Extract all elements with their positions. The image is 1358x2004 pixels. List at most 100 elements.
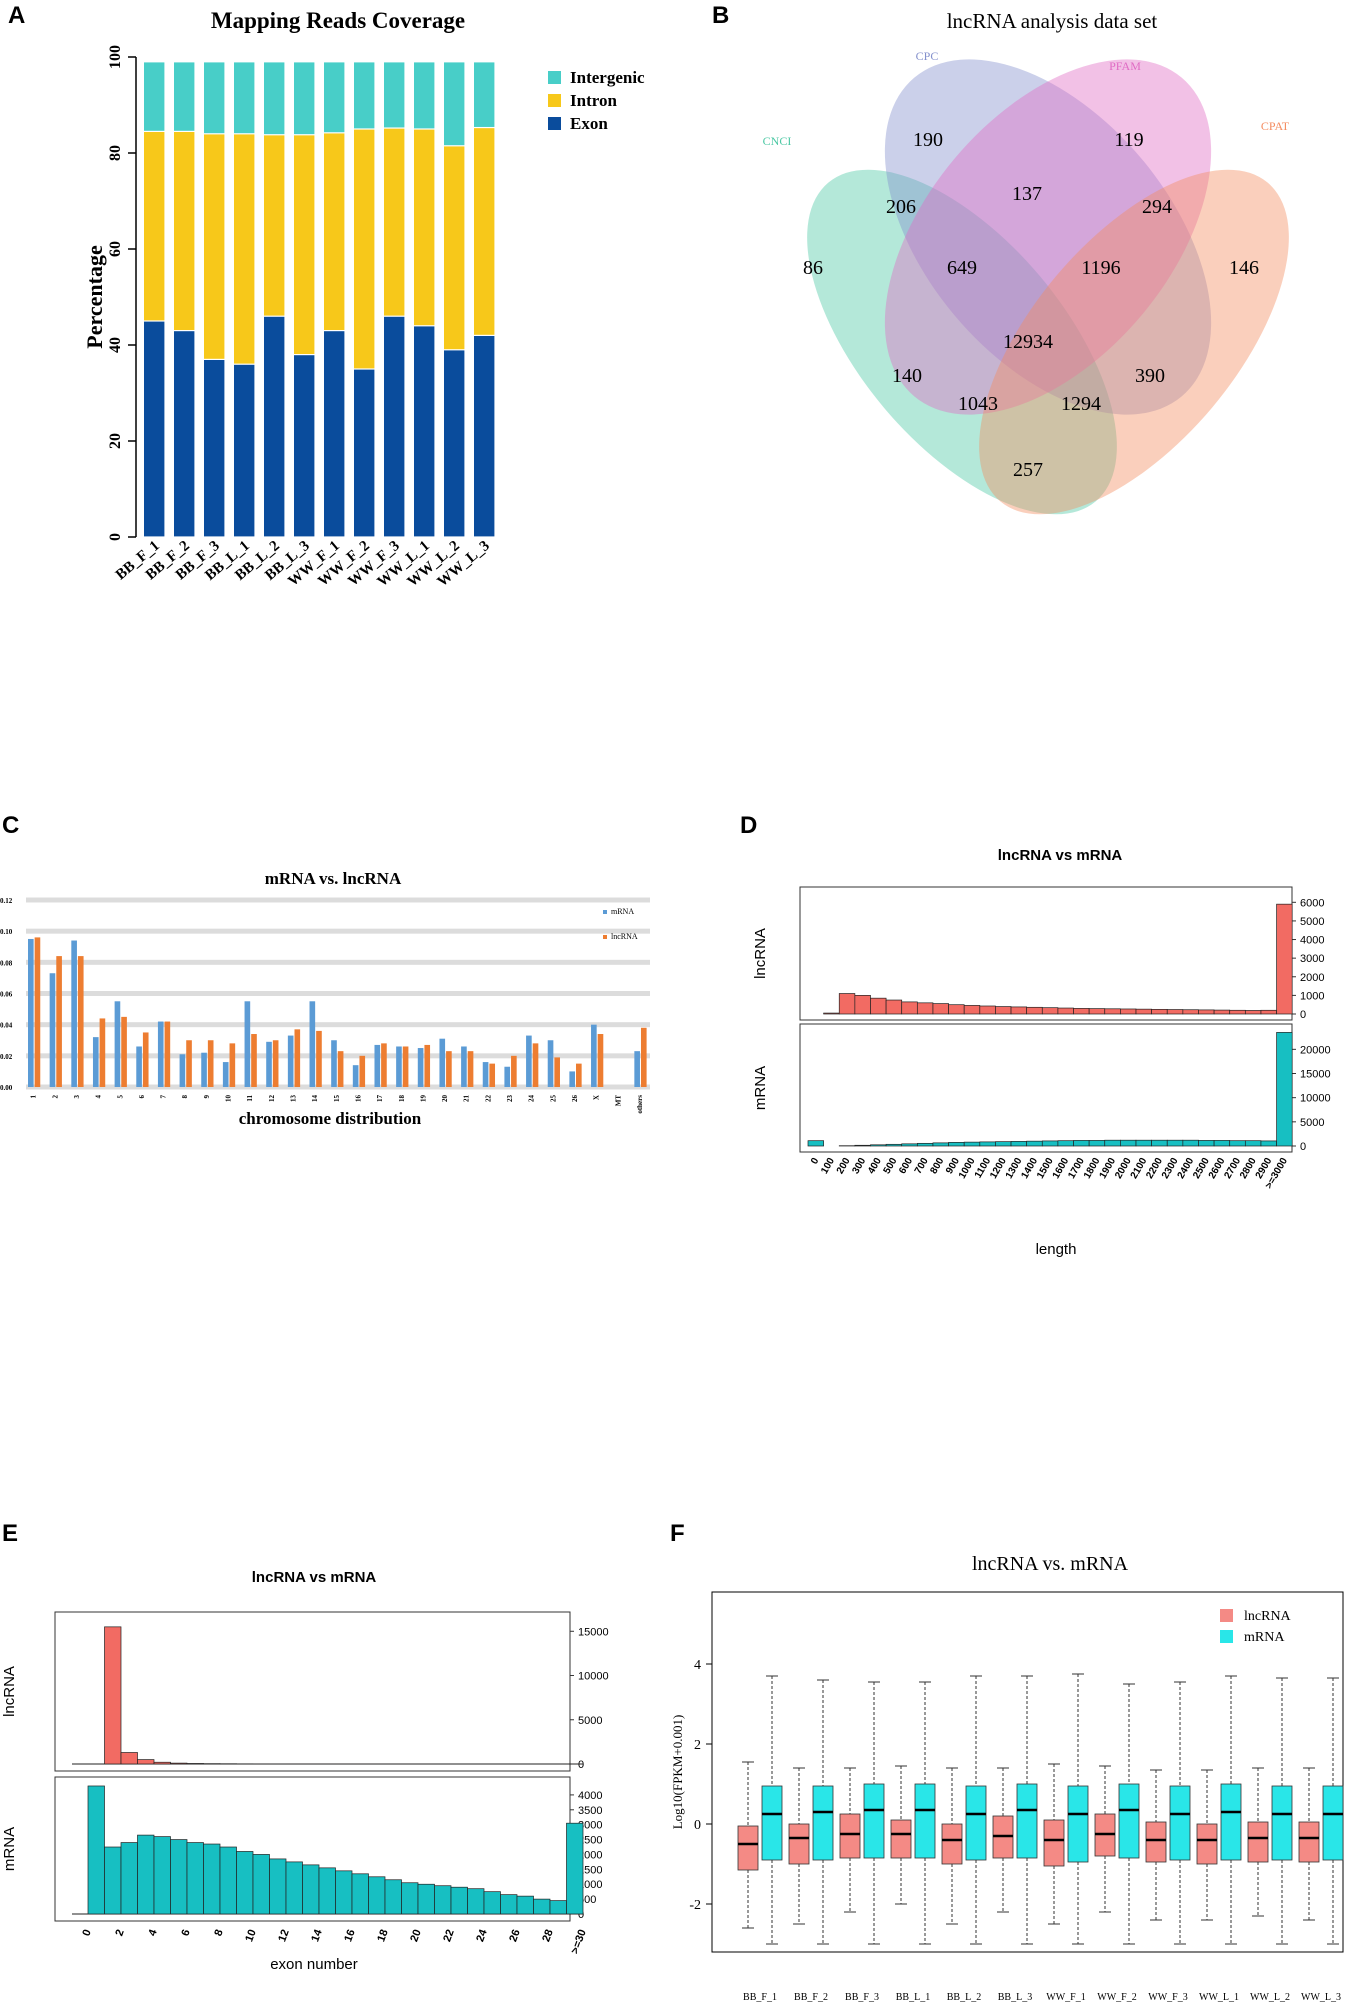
chart-c-gridline [26,1022,650,1028]
chart-e-xtick-label: 12 [276,1928,291,1944]
chart-c-xtick-label: 10 [225,1095,233,1103]
chart-f-ytick-label: -2 [689,1898,701,1913]
chart-d-ytick-label: 1000 [1300,990,1324,1002]
chart-e-ytick-label: 1000 [578,1879,602,1891]
chart-b-region-count: 146 [1229,257,1259,279]
chart-a-bar-intergenic [324,62,345,133]
chart-c-bar-lncrna [294,1029,301,1087]
chart-d-bar-lncrna [823,1012,840,1015]
chart-b-region-count: 257 [1013,459,1043,481]
chart-e-ytick-label: 1500 [578,1864,602,1876]
chart-f-xtick-label: WW_F_1 [1046,1992,1085,2003]
chart-d-bar-lncrna [838,993,856,1015]
chart-e-bar-lncrna [120,1752,138,1765]
chart-c-bar-lncrna [381,1043,387,1087]
chart-e-ytick-label: 3000 [578,1820,602,1832]
chart-d-xtick-label: 100 [819,1156,837,1176]
chart-d-bar-mrna [1104,1139,1121,1147]
chart-c-xtick-label: 14 [311,1095,319,1103]
chart-f-box-mrna [1067,1785,1089,1863]
chart-e-title: lncRNA vs mRNA [252,1569,377,1586]
chart-d-bar-mrna [807,1140,824,1147]
chart-d-bar-mrna [854,1144,871,1147]
chart-e-ytick-label: 5000 [578,1715,602,1727]
chart-a-bar-intergenic [294,62,315,135]
chart-a-ytick-label: 100 [107,45,124,69]
chart-c-xtick-label: others [636,1095,644,1114]
chart-c-xlabel: chromosome distribution [239,1109,422,1128]
chart-a-bar-intron [444,146,465,350]
chart-c-bar-lncrna [207,1040,214,1087]
chart-c-bar-mrna [482,1062,489,1087]
chart-e-bar-mrna [549,1900,567,1915]
chart-d-bar-lncrna [932,1003,949,1015]
chart-a-bar-intron [384,128,405,316]
chart-d-bar-lncrna [1057,1007,1074,1015]
chart-d-ytick-label: 0 [1300,1009,1306,1021]
chart-d-bar-mrna [1244,1140,1262,1147]
chart-a-mapping-coverage: Mapping Reads Coverage 0 20 40 60 80 100 Percen… [82,8,645,590]
chart-c-xtick-label: 23 [506,1095,514,1103]
chart-c-xtick-label: 16 [354,1095,362,1103]
chart-d-ytick-label: 2000 [1300,972,1324,984]
chart-d-bar-lncrna [963,1005,981,1015]
chart-a-ylabel: Percentage [82,245,107,349]
chart-f-box-lncrna [1298,1821,1320,1863]
chart-c-bar-mrna [266,1041,272,1087]
chart-c-xtick-label: 15 [333,1095,341,1103]
chart-a-bar-intergenic [474,62,495,127]
chart-d-ytick-label: 3000 [1300,953,1324,965]
chart-f-xtick-label: WW_F_3 [1148,1992,1187,2003]
chart-e-bar-mrna [153,1836,171,1915]
chart-a-bar-intron [264,135,285,316]
chart-e-bar-mrna [302,1864,320,1915]
chart-f-box-lncrna [737,1825,759,1871]
chart-a-bar-intergenic [444,62,465,146]
chart-e-bar-lncrna [137,1759,155,1765]
chart-c-bar-mrna [396,1046,402,1087]
chart-b-region-count: 137 [1012,183,1042,205]
chart-c-bar-lncrna [56,956,62,1087]
panel-label-e: E [2,1520,19,1547]
chart-f-xtick-label: WW_L_3 [1301,1992,1341,2003]
chart-d-bar-lncrna [1166,1009,1184,1015]
chart-a-bar-exon [294,355,315,537]
chart-c-bar-lncrna [489,1063,496,1087]
chart-c-bar-mrna [461,1046,467,1087]
chart-c-gridline [26,897,650,903]
chart-c-xtick-label: 1 [30,1095,38,1099]
chart-a-bar-exon [414,326,435,537]
chart-f-box-mrna [1322,1785,1344,1861]
chart-d-xtick-label: 800 [928,1156,946,1176]
chart-a-legend-label: Intergenic [570,68,645,87]
chart-c-bar-lncrna [554,1057,560,1087]
chart-b-region-count: 390 [1135,365,1165,387]
chart-f-xtick-label: BB_L_2 [947,1992,981,2003]
chart-f-xtick-label: BB_F_1 [743,1992,777,2003]
chart-e-bar-mrna [368,1876,386,1915]
chart-f-ytick-label: 4 [694,1658,701,1673]
chart-c-bar-lncrna [229,1043,236,1087]
chart-e-bar-mrna [401,1882,419,1915]
panel-label-d: D [740,812,758,839]
chart-c-xtick-label: 3 [73,1095,81,1099]
chart-f-box-lncrna [788,1823,810,1865]
chart-d-bar-mrna [916,1142,934,1147]
chart-a-bar-intergenic [354,62,375,129]
chart-e-ytick-label: 15000 [578,1626,609,1638]
chart-d-bar-lncrna [916,1002,934,1015]
chart-e-bar-mrna [87,1785,105,1915]
chart-d-bar-mrna [1166,1139,1184,1147]
chart-a-bar-intron [324,133,345,330]
chart-e-bar-mrna [450,1886,468,1915]
chart-c-bar-lncrna [467,1051,474,1087]
chart-f-box-mrna [1220,1783,1242,1861]
chart-c-bar-mrna [439,1038,446,1087]
chart-e-bar-mrna [434,1885,452,1915]
chart-f-xtick-label: BB_L_1 [896,1992,930,2003]
chart-d-bar-lncrna [995,1006,1012,1015]
chart-d-bar-lncrna [1244,1010,1262,1015]
chart-d-bar-lncrna [979,1005,996,1015]
chart-d-bar-lncrna [1276,903,1293,1015]
chart-e-xtick-label: 22 [441,1928,456,1944]
